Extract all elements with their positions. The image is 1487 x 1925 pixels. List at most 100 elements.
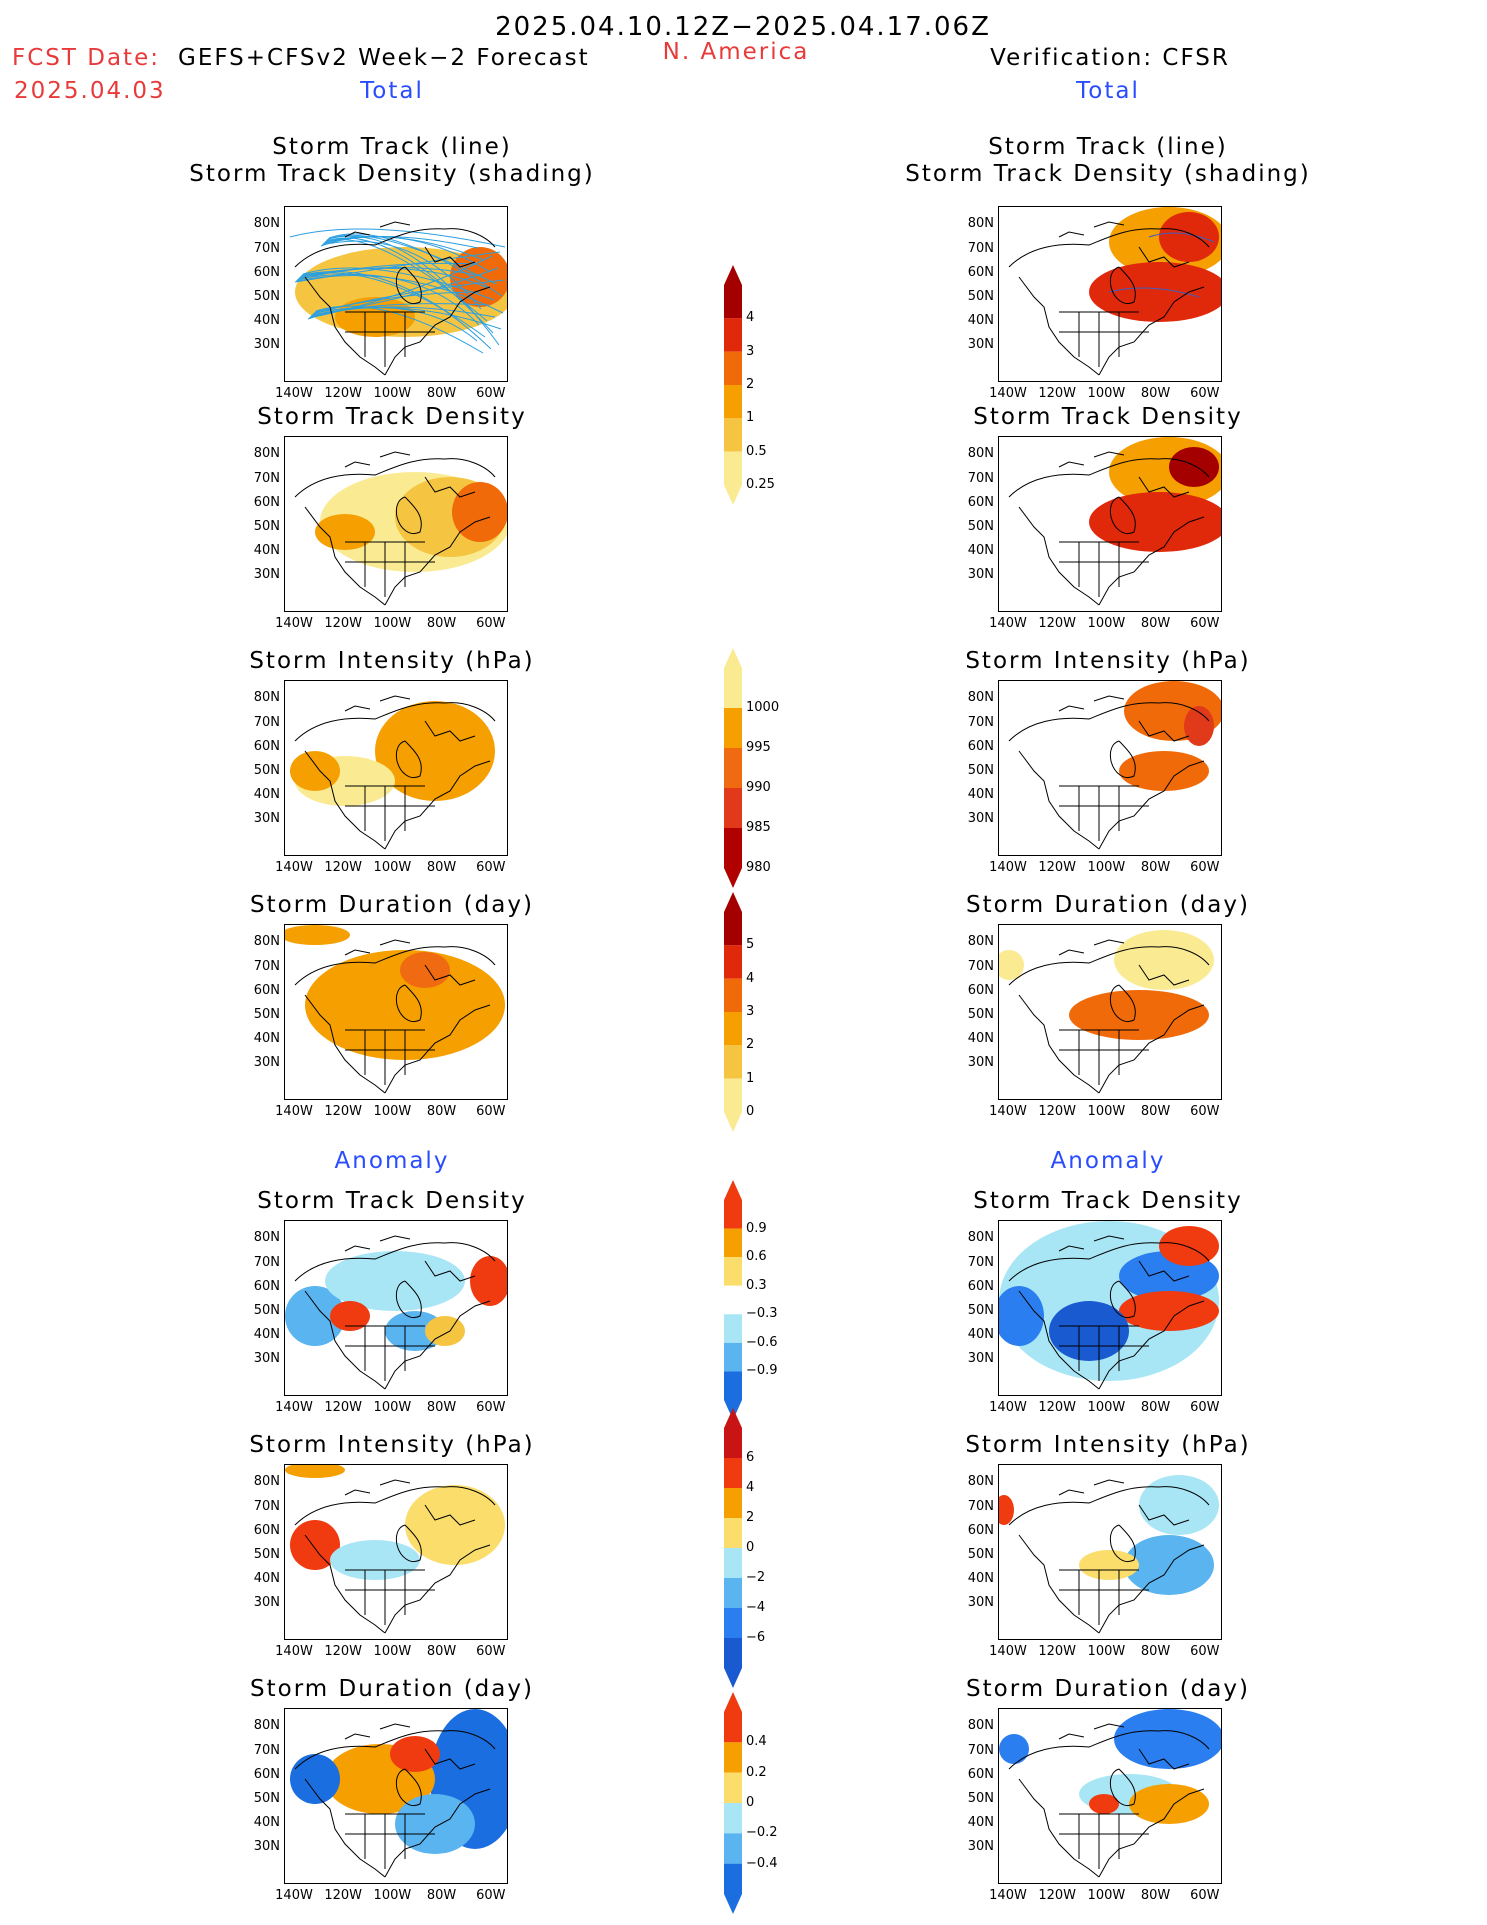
lon-label: 80W [1140, 386, 1171, 401]
lat-label: 70N [253, 1255, 280, 1270]
colorbar-label: 980 [746, 860, 771, 875]
lat-label: 40N [253, 1031, 280, 1046]
shaded-region [999, 1734, 1029, 1764]
colorbar-bottom-arrow [724, 1894, 742, 1914]
verification-anom-intensity-map [998, 1464, 1222, 1640]
colorbar-bottom-arrow [724, 1668, 742, 1688]
verification-intensity-map [998, 680, 1222, 856]
lat-label: 40N [253, 787, 280, 802]
colorbar-segment [724, 1578, 742, 1608]
panel-title-duration: Storm Duration (day) [250, 892, 534, 918]
lon-label: 60W [1190, 616, 1220, 631]
shaded-region [999, 1495, 1014, 1525]
lat-label: 40N [253, 313, 280, 328]
colorbar-duration [724, 892, 742, 1132]
lon-label: 140W [275, 616, 313, 631]
lat-label: 70N [967, 471, 994, 486]
lon-label: 100W [373, 1888, 412, 1903]
shaded-region [1159, 212, 1219, 262]
anomaly-label-right: Anomaly [1050, 1148, 1166, 1174]
panel-title-duration: Storm Duration (day) [966, 1676, 1250, 1702]
coastline-map [1008, 221, 1210, 376]
lat-label: 50N [967, 1547, 994, 1562]
colorbar-segment [724, 1012, 742, 1046]
lon-label: 60W [1190, 1400, 1220, 1415]
colorbar-label: 2 [746, 1510, 755, 1525]
shaded-region [390, 1736, 440, 1772]
panel-title-track-shading: Storm Track Density (shading) [189, 161, 595, 187]
colorbar-segment [724, 1518, 742, 1548]
lat-label: 50N [253, 1303, 280, 1318]
colorbar-label: −0.9 [746, 1363, 778, 1379]
lat-label: 40N [967, 1571, 994, 1586]
lat-label: 70N [967, 241, 994, 256]
shaded-region [285, 925, 350, 945]
colorbar-label: 3 [746, 1004, 755, 1019]
colorbar-label: −4 [746, 1600, 766, 1615]
colorbar-label: 990 [746, 780, 771, 795]
shaded-region [1129, 1784, 1209, 1824]
lat-label: 40N [253, 1571, 280, 1586]
colorbar-segment [724, 668, 742, 708]
lon-label: 100W [1087, 1104, 1126, 1119]
lat-label: 70N [253, 241, 280, 256]
shaded-region [1119, 1291, 1219, 1331]
lat-label: 60N [253, 1279, 280, 1294]
lat-label: 30N [967, 1055, 994, 1070]
lat-label: 60N [967, 739, 994, 754]
lon-label: 80W [426, 1644, 457, 1659]
colorbar-segment [724, 285, 742, 319]
lon-label: 120W [324, 1644, 363, 1659]
shaded-region [425, 1316, 465, 1346]
lat-label: 30N [253, 1351, 280, 1366]
colorbar-density [724, 265, 742, 505]
lon-label: 140W [275, 860, 313, 875]
forecast-anom-density-map [284, 1220, 508, 1396]
lon-label: 80W [1140, 860, 1171, 875]
panel-title-track-density: Storm Track Density [973, 404, 1243, 430]
shaded-region [285, 1465, 345, 1478]
lon-label: 140W [989, 1104, 1027, 1119]
lat-label: 80N [967, 1718, 994, 1733]
colorbar-segment [724, 1608, 742, 1638]
verification-anom-density-map [998, 1220, 1222, 1396]
lat-label: 70N [253, 959, 280, 974]
storm-track-lines [1108, 232, 1215, 298]
lon-label: 60W [1190, 1888, 1220, 1903]
coastline-map [294, 1479, 496, 1634]
shaded-region [1089, 1794, 1119, 1814]
shaded-region [1089, 262, 1221, 322]
lat-label: 40N [253, 1327, 280, 1342]
colorbar-segment [724, 748, 742, 788]
shaded-region [452, 482, 507, 542]
lon-label: 140W [989, 386, 1027, 401]
colorbar-top-arrow [724, 1692, 742, 1712]
forecast-duration-map [284, 924, 508, 1100]
storm-track-lines [289, 228, 506, 354]
lat-label: 80N [253, 1718, 280, 1733]
lon-label: 100W [1087, 1400, 1126, 1415]
lat-label: 60N [253, 495, 280, 510]
coastline-map [294, 221, 496, 376]
lon-label: 80W [1140, 1104, 1171, 1119]
colorbar-anom-intensity [724, 1408, 742, 1688]
shaded-region [1159, 1226, 1219, 1266]
colorbar-top-arrow [724, 265, 742, 285]
lon-label: 100W [373, 1104, 412, 1119]
colorbar-segment [724, 828, 742, 868]
lat-label: 80N [253, 216, 280, 231]
lon-label: 60W [1190, 386, 1220, 401]
shaded-region [470, 1256, 507, 1306]
panel-title-intensity: Storm Intensity (hPa) [965, 648, 1251, 674]
colorbar-segment [724, 1045, 742, 1079]
colorbar-segment [724, 1228, 742, 1258]
shaded-region [305, 950, 505, 1060]
colorbar-segment [724, 1488, 742, 1518]
lon-label: 120W [1038, 1888, 1077, 1903]
lat-label: 50N [967, 1007, 994, 1022]
colorbar-label: −0.3 [746, 1306, 778, 1322]
colorbar-label: 4 [746, 310, 755, 326]
lon-label: 100W [1087, 860, 1126, 875]
forecast-anom-duration-map [284, 1708, 508, 1884]
lon-label: 80W [426, 1888, 457, 1903]
